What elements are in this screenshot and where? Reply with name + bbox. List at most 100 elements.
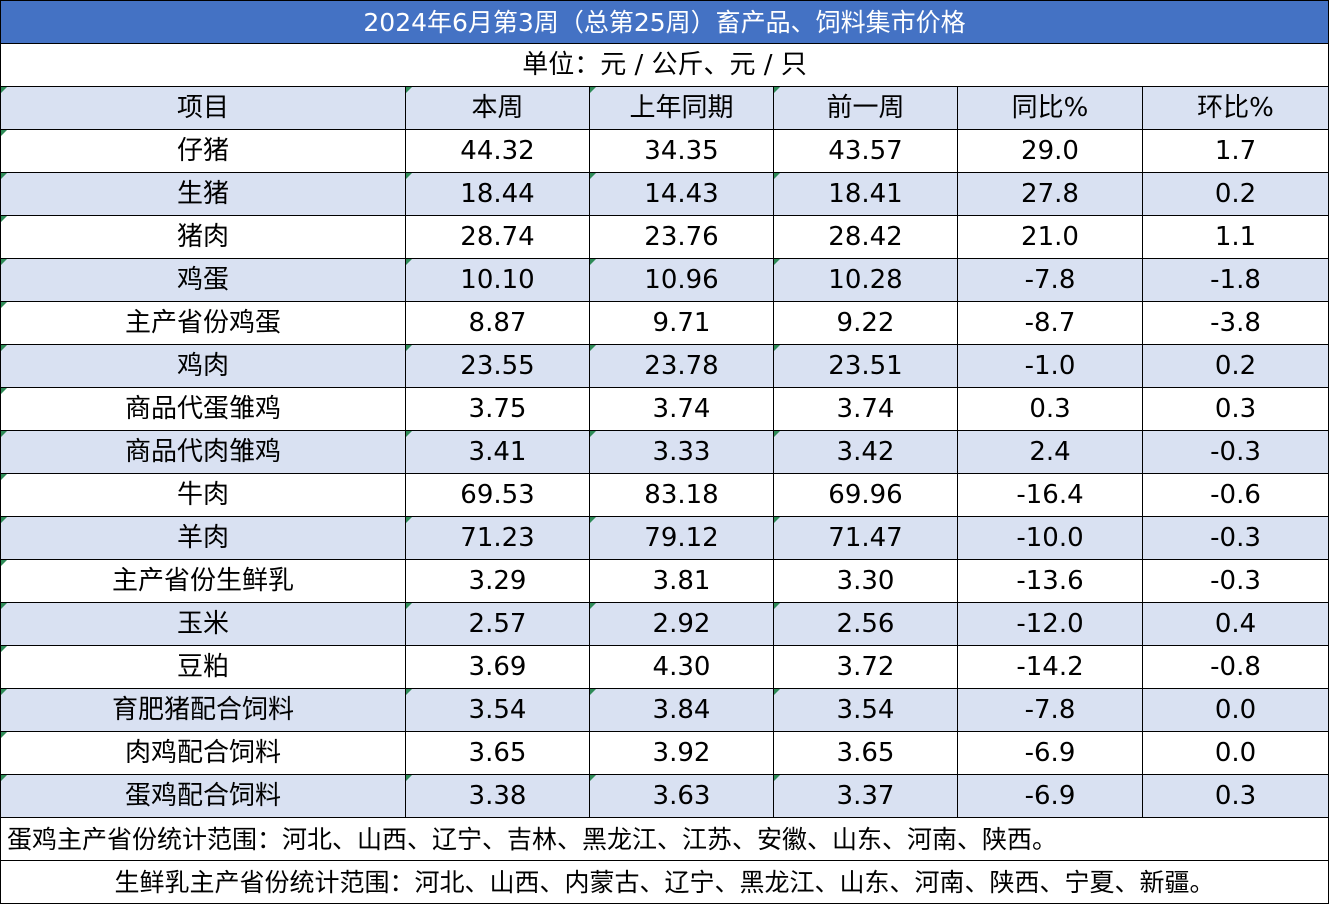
cell-last-year: 23.76 xyxy=(589,215,774,259)
cell-this-week: 28.74 xyxy=(405,215,590,259)
cell-mom: 0.2 xyxy=(1141,344,1330,388)
header-yoy: 同比% xyxy=(957,86,1143,130)
header-mom: 环比% xyxy=(1141,86,1330,130)
cell-this-week: 18.44 xyxy=(405,172,590,216)
cell-yoy: -6.9 xyxy=(957,731,1143,775)
cell-prev-week: 3.30 xyxy=(773,559,958,603)
cell-mom: -0.3 xyxy=(1141,559,1330,603)
cell-mom: 0.0 xyxy=(1141,731,1330,775)
table-row: 主产省份鸡蛋 8.87 9.71 9.22 -8.7 -3.8 xyxy=(0,301,1330,345)
cell-mom: 0.2 xyxy=(1141,172,1330,216)
cell-mom: -3.8 xyxy=(1141,301,1330,345)
cell-last-year: 2.92 xyxy=(589,602,774,646)
cell-mom: -0.3 xyxy=(1141,516,1330,560)
cell-last-year: 3.84 xyxy=(589,688,774,732)
cell-last-year: 10.96 xyxy=(589,258,774,302)
cell-this-week: 3.54 xyxy=(405,688,590,732)
cell-last-year: 3.92 xyxy=(589,731,774,775)
cell-prev-week: 3.65 xyxy=(773,731,958,775)
unit-row: 单位：元 / 公斤、元 / 只 xyxy=(0,43,1330,87)
note-row: 蛋鸡主产省份统计范围：河北、山西、辽宁、吉林、黑龙江、江苏、安徽、山东、河南、陕… xyxy=(0,817,1330,861)
cell-item: 蛋鸡配合饲料 xyxy=(0,774,406,818)
cell-item: 商品代蛋雏鸡 xyxy=(0,387,406,431)
cell-this-week: 3.38 xyxy=(405,774,590,818)
cell-mom: 0.3 xyxy=(1141,387,1330,431)
cell-last-year: 79.12 xyxy=(589,516,774,560)
cell-last-year: 3.63 xyxy=(589,774,774,818)
cell-item: 仔猪 xyxy=(0,129,406,173)
cell-item: 豆粕 xyxy=(0,645,406,689)
cell-mom: -0.6 xyxy=(1141,473,1330,517)
cell-item: 鸡肉 xyxy=(0,344,406,388)
cell-item: 生猪 xyxy=(0,172,406,216)
cell-prev-week: 9.22 xyxy=(773,301,958,345)
unit-label: 单位：元 / 公斤、元 / 只 xyxy=(0,43,1330,87)
cell-mom: 1.1 xyxy=(1141,215,1330,259)
cell-yoy: 0.3 xyxy=(957,387,1143,431)
cell-this-week: 8.87 xyxy=(405,301,590,345)
cell-item: 育肥猪配合饲料 xyxy=(0,688,406,732)
cell-mom: 0.0 xyxy=(1141,688,1330,732)
cell-last-year: 23.78 xyxy=(589,344,774,388)
table-row: 商品代肉雏鸡 3.41 3.33 3.42 2.4 -0.3 xyxy=(0,430,1330,474)
cell-item: 主产省份生鲜乳 xyxy=(0,559,406,603)
cell-mom: 1.7 xyxy=(1141,129,1330,173)
cell-item: 商品代肉雏鸡 xyxy=(0,430,406,474)
header-prev-week: 前一周 xyxy=(773,86,958,130)
header-this-week: 本周 xyxy=(405,86,590,130)
cell-this-week: 2.57 xyxy=(405,602,590,646)
cell-this-week: 10.10 xyxy=(405,258,590,302)
table-row: 豆粕 3.69 4.30 3.72 -14.2 -0.8 xyxy=(0,645,1330,689)
cell-this-week: 3.75 xyxy=(405,387,590,431)
table-row: 玉米 2.57 2.92 2.56 -12.0 0.4 xyxy=(0,602,1330,646)
cell-this-week: 44.32 xyxy=(405,129,590,173)
cell-prev-week: 69.96 xyxy=(773,473,958,517)
cell-prev-week: 10.28 xyxy=(773,258,958,302)
cell-yoy: -12.0 xyxy=(957,602,1143,646)
table-row: 商品代蛋雏鸡 3.75 3.74 3.74 0.3 0.3 xyxy=(0,387,1330,431)
cell-item: 玉米 xyxy=(0,602,406,646)
cell-prev-week: 3.37 xyxy=(773,774,958,818)
cell-item: 肉鸡配合饲料 xyxy=(0,731,406,775)
cell-yoy: -8.7 xyxy=(957,301,1143,345)
cell-last-year: 9.71 xyxy=(589,301,774,345)
cell-last-year: 3.81 xyxy=(589,559,774,603)
cell-prev-week: 3.42 xyxy=(773,430,958,474)
cell-yoy: -14.2 xyxy=(957,645,1143,689)
cell-item: 主产省份鸡蛋 xyxy=(0,301,406,345)
cell-last-year: 34.35 xyxy=(589,129,774,173)
table-row: 主产省份生鲜乳 3.29 3.81 3.30 -13.6 -0.3 xyxy=(0,559,1330,603)
table-row: 鸡肉 23.55 23.78 23.51 -1.0 0.2 xyxy=(0,344,1330,388)
header-item: 项目 xyxy=(0,86,406,130)
cell-prev-week: 3.54 xyxy=(773,688,958,732)
table-row: 肉鸡配合饲料 3.65 3.92 3.65 -6.9 0.0 xyxy=(0,731,1330,775)
cell-prev-week: 3.72 xyxy=(773,645,958,689)
cell-yoy: -10.0 xyxy=(957,516,1143,560)
cell-prev-week: 71.47 xyxy=(773,516,958,560)
cell-this-week: 3.41 xyxy=(405,430,590,474)
header-row: 项目 本周 上年同期 前一周 同比% 环比% xyxy=(0,86,1330,130)
table-row: 仔猪 44.32 34.35 43.57 29.0 1.7 xyxy=(0,129,1330,173)
cell-last-year: 3.74 xyxy=(589,387,774,431)
cell-mom: -0.3 xyxy=(1141,430,1330,474)
cell-item: 羊肉 xyxy=(0,516,406,560)
cell-yoy: 2.4 xyxy=(957,430,1143,474)
table-row: 鸡蛋 10.10 10.96 10.28 -7.8 -1.8 xyxy=(0,258,1330,302)
table-row: 蛋鸡配合饲料 3.38 3.63 3.37 -6.9 0.3 xyxy=(0,774,1330,818)
cell-mom: -1.8 xyxy=(1141,258,1330,302)
cell-last-year: 3.33 xyxy=(589,430,774,474)
cell-yoy: -7.8 xyxy=(957,688,1143,732)
cell-this-week: 3.29 xyxy=(405,559,590,603)
cell-yoy: -1.0 xyxy=(957,344,1143,388)
table-row: 育肥猪配合饲料 3.54 3.84 3.54 -7.8 0.0 xyxy=(0,688,1330,732)
cell-prev-week: 2.56 xyxy=(773,602,958,646)
cell-item: 鸡蛋 xyxy=(0,258,406,302)
note-egg-provinces: 蛋鸡主产省份统计范围：河北、山西、辽宁、吉林、黑龙江、江苏、安徽、山东、河南、陕… xyxy=(0,817,1330,861)
cell-yoy: -16.4 xyxy=(957,473,1143,517)
cell-prev-week: 23.51 xyxy=(773,344,958,388)
cell-yoy: 29.0 xyxy=(957,129,1143,173)
cell-prev-week: 18.41 xyxy=(773,172,958,216)
cell-this-week: 3.69 xyxy=(405,645,590,689)
